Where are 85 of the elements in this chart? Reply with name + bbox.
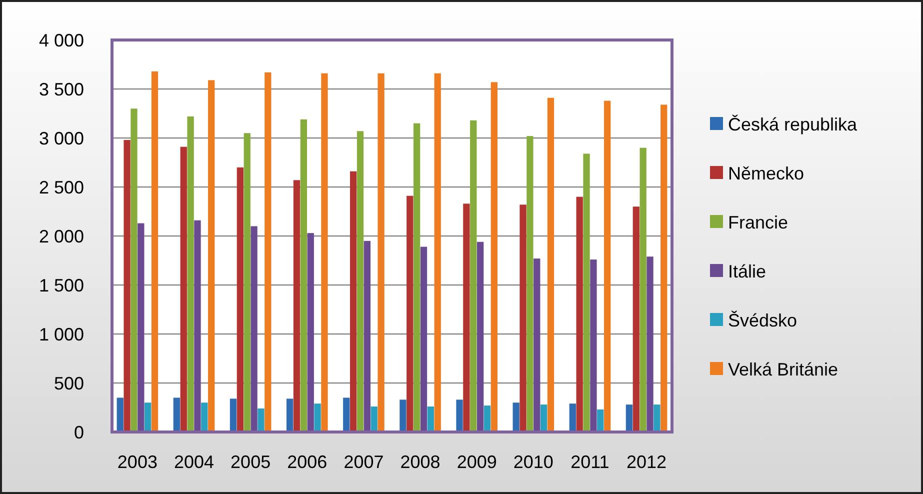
bar [236,167,244,432]
bar [547,98,554,432]
y-tick-label: 2 500 [38,177,84,198]
bar [194,220,201,432]
bar [456,400,463,432]
bar [138,223,144,432]
bar [632,206,640,432]
bar [490,82,498,432]
bar [604,100,611,432]
bar [230,398,237,432]
bar [321,73,328,432]
x-tick-label: 2011 [570,452,610,472]
bar [250,226,258,432]
bar [660,104,668,432]
bar [427,406,434,432]
x-tick-label: 2005 [230,452,271,472]
y-tick-label: 500 [54,373,84,394]
bar [463,204,470,432]
bar [569,404,576,432]
legend-label: Česká republika [728,114,858,134]
bar [540,404,548,432]
bar [151,71,158,432]
legend-label: Velká Británie [728,359,838,380]
bar [420,246,428,432]
x-tick-label: 2009 [456,452,497,472]
bar [144,402,152,432]
y-tick-label: 1 500 [38,275,84,296]
bar [116,398,124,432]
y-tick-label: 4 000 [38,30,84,50]
bar [378,73,384,432]
bar [300,119,308,432]
x-tick-label: 2012 [626,452,667,472]
bar [286,398,294,432]
bar [590,260,597,432]
bar [201,402,208,432]
bar [484,406,491,432]
y-tick-label: 3 500 [38,79,84,100]
bar [370,406,378,432]
bar [526,136,534,432]
x-tick-label: 2008 [400,452,440,472]
bar [406,196,414,432]
bar [208,80,215,432]
bar [476,242,484,432]
x-tick-label: 2006 [287,452,328,472]
legend-label: Švédsko [728,310,798,330]
bar [356,131,364,432]
bar [646,256,654,432]
legend-label: Itálie [728,261,766,282]
bar [293,180,300,432]
bar [597,409,604,432]
legend-label: Německo [728,163,804,184]
bar [364,240,371,432]
bar [307,233,314,432]
x-tick-label: 2010 [513,452,554,472]
bar [258,408,264,432]
bar [576,196,583,432]
bar [314,404,321,432]
x-tick-label: 2003 [117,452,158,472]
bar [180,146,187,432]
y-tick-label: 2 000 [38,226,84,246]
bar [470,120,477,432]
bar [654,404,660,432]
bar [434,73,441,432]
y-tick-label: 0 [74,422,84,442]
bar [244,133,250,432]
bar [413,123,420,432]
x-tick-label: 2007 [344,452,384,472]
bar [187,116,194,432]
bar [173,398,180,432]
bar [626,404,633,432]
bar [583,154,590,432]
y-tick-label: 1 000 [38,324,84,344]
bar [512,402,520,432]
bar [130,108,138,432]
bar [350,171,357,432]
legend-label: Francie [728,212,788,232]
bar [264,72,272,432]
bar [400,400,406,432]
bar [534,258,540,432]
x-tick-label: 2004 [174,452,214,472]
y-tick-label: 3 000 [38,128,84,148]
bar [520,204,526,432]
bar [343,398,350,432]
bar [640,148,646,432]
bar [124,140,130,432]
